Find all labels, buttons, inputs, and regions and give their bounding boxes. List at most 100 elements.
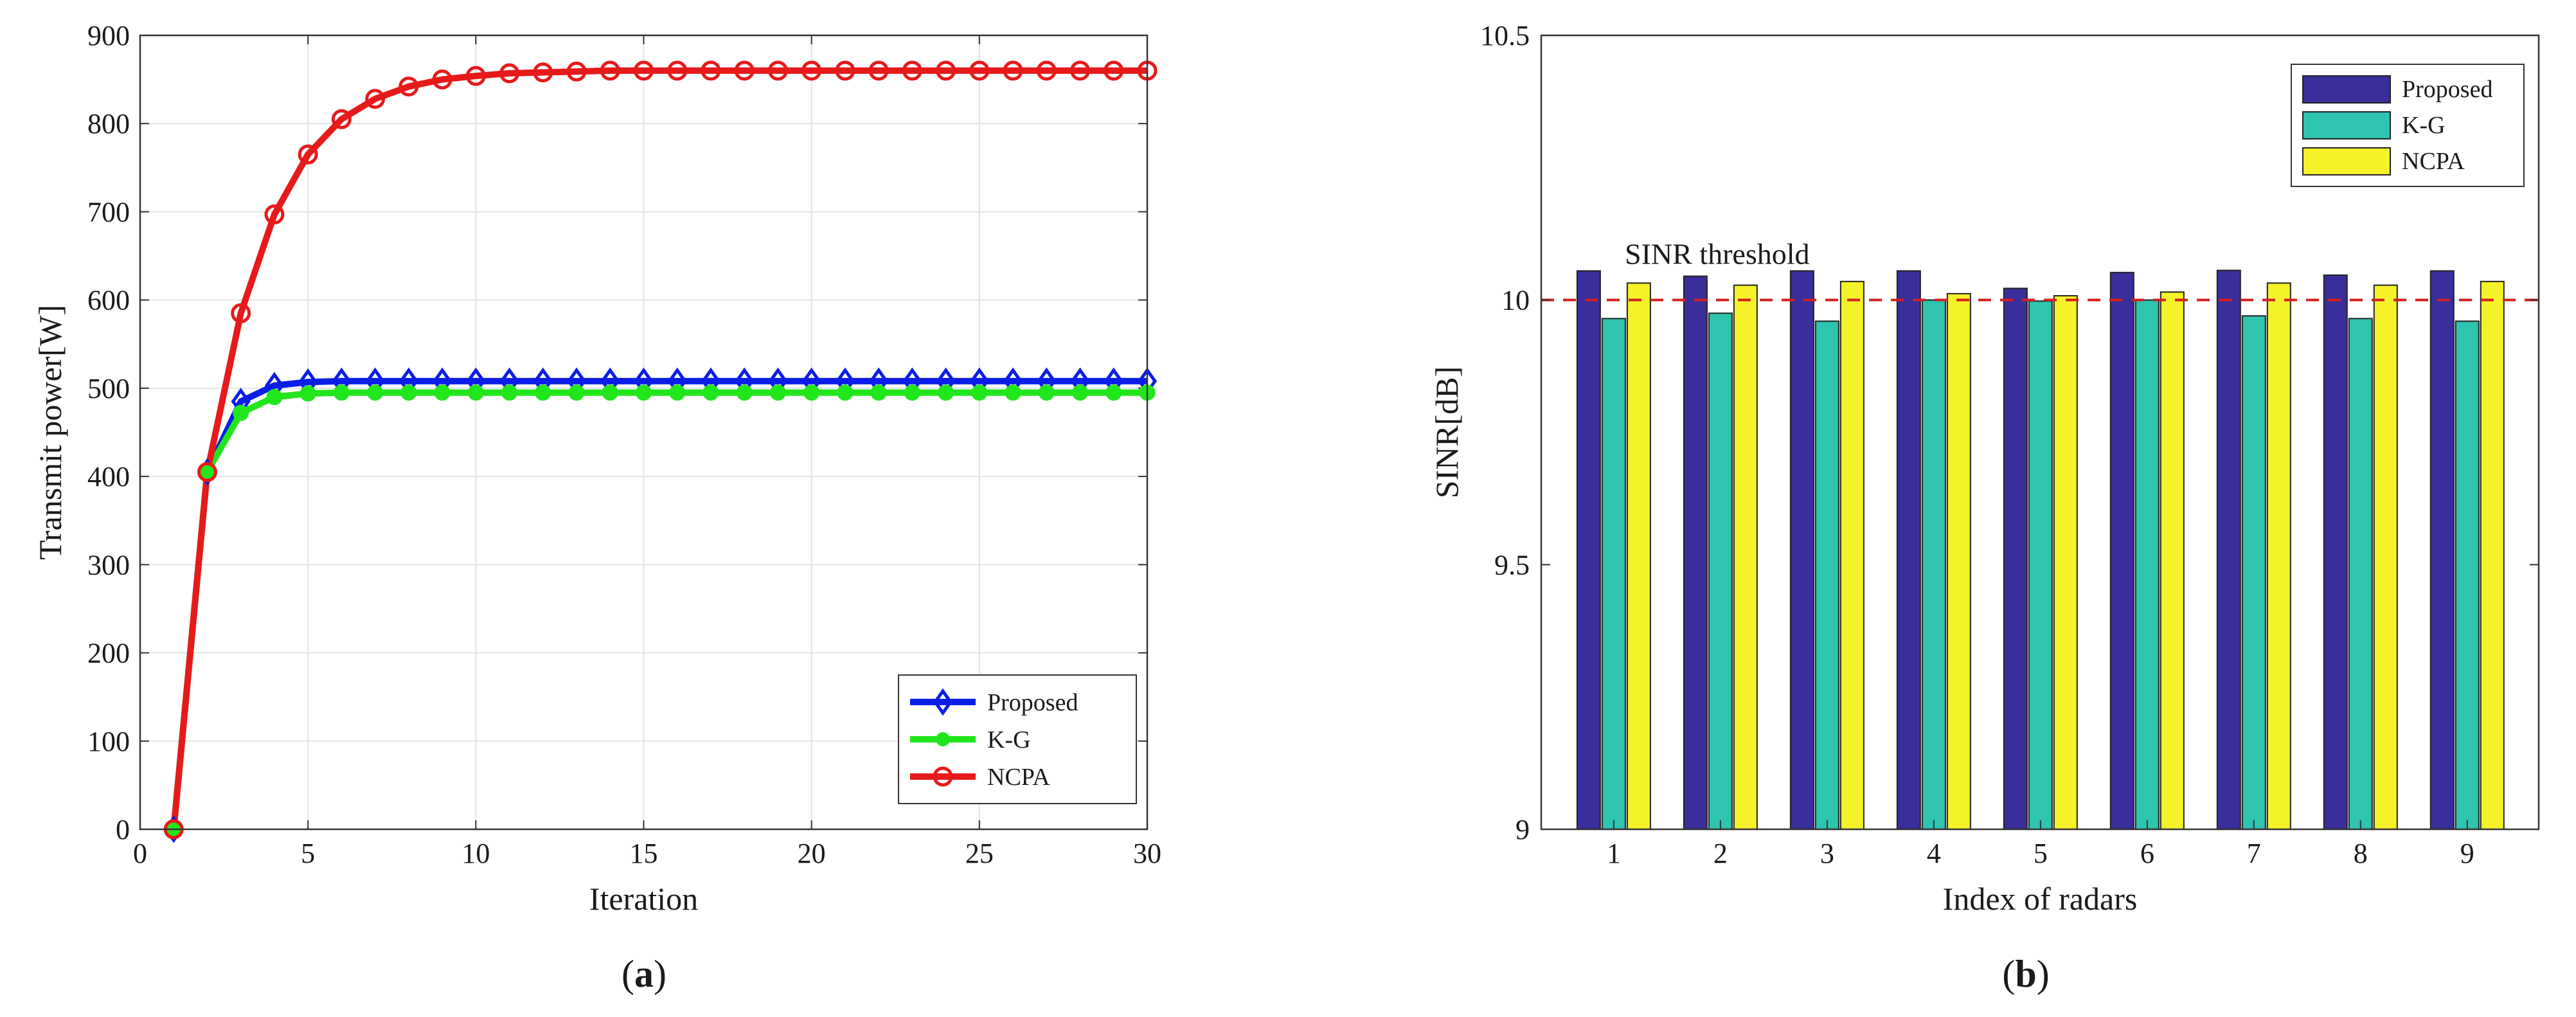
panel-a-line-chart: 0 5 10 15 20 25 300100200300400500600700800900…	[32, 20, 1161, 995]
data-point-ncpa	[767, 60, 788, 81]
x-tick-label: 20	[798, 838, 826, 869]
x-tick-label: 10	[461, 838, 490, 869]
data-point-ncpa	[801, 60, 822, 81]
x-tick-label: 5	[2034, 838, 2048, 869]
y-tick-label: 9.5	[1494, 549, 1530, 580]
data-point-ncpa	[634, 60, 654, 81]
bar-k-g	[2028, 300, 2053, 830]
y-tick-label: 500	[87, 373, 130, 404]
bar-proposed	[1576, 270, 1601, 830]
data-point-k-g	[333, 384, 350, 401]
legend-label-k-g: K-G	[2402, 112, 2446, 139]
data-point-k-g	[1005, 384, 1021, 401]
data-point-ncpa	[734, 60, 755, 81]
data-point-k-g	[669, 384, 686, 401]
bar-ncpa	[2053, 295, 2078, 830]
bar-ncpa	[2480, 280, 2505, 831]
x-axis-label: Index of radars	[1943, 881, 2138, 917]
y-tick-label: 100	[87, 726, 130, 757]
data-point-k-g	[467, 384, 484, 401]
axes-frame-a	[139, 34, 1149, 831]
panel-label-a: (a)	[622, 953, 666, 995]
data-point-ncpa	[533, 62, 553, 83]
legend-swatch-ncpa	[2302, 147, 2391, 176]
data-point-ncpa	[936, 60, 956, 81]
data-point-k-g	[535, 384, 551, 401]
data-point-ncpa	[231, 303, 251, 323]
bar-ncpa	[1626, 282, 1651, 830]
y-tick-label: 800	[87, 108, 130, 140]
bar-ncpa	[2373, 284, 2398, 830]
x-tick-label: 7	[2247, 838, 2261, 869]
threshold-annotation: SINR threshold	[1625, 238, 1810, 271]
data-point-ncpa	[331, 109, 352, 129]
legend-label-proposed: Proposed	[2402, 76, 2492, 103]
data-point-k-g	[266, 389, 283, 406]
x-tick-label: 25	[965, 838, 994, 869]
x-tick-label: 9	[2460, 838, 2474, 869]
x-tick-label: 15	[630, 838, 658, 869]
y-tick-label: 400	[87, 461, 130, 492]
legend-swatch-k-g	[2302, 111, 2391, 140]
bar-ncpa	[1839, 280, 1865, 831]
data-point-k-g	[904, 384, 920, 401]
x-tick-label: 4	[1927, 838, 1941, 869]
legend-label-k-g: K-G	[987, 726, 1031, 753]
panel-b-bar-chart: SINR threshold 1 2 3 4 5 6 7 8 9 9 9.5 10 10.5 Index o…	[1429, 20, 2540, 995]
panel-label-b: (b)	[2002, 953, 2049, 995]
y-axis-label: SINR[dB]	[1429, 366, 1465, 499]
data-point-ncpa	[1104, 60, 1124, 81]
data-point-ncpa	[566, 61, 587, 82]
y-axis-label: Transmit power[W]	[32, 305, 68, 560]
data-point-k-g	[434, 384, 451, 401]
data-point-k-g	[870, 384, 887, 401]
bar-k-g	[1708, 312, 1733, 830]
y-tick-label: 0	[116, 814, 130, 845]
bar-proposed	[1683, 275, 1708, 831]
data-point-ncpa	[667, 60, 688, 81]
y-tick-label: 300	[87, 549, 130, 580]
bar-ncpa	[2160, 291, 2185, 831]
y-tick-label: 700	[87, 196, 130, 228]
data-point-ncpa	[600, 60, 620, 81]
bar-proposed	[1789, 270, 1814, 830]
x-tick-label: 8	[2354, 838, 2368, 869]
legend-label-ncpa: NCPA	[2402, 148, 2465, 175]
data-point-k-g	[837, 384, 854, 401]
data-point-ncpa	[1070, 60, 1091, 81]
bar-proposed	[2216, 269, 2241, 830]
x-tick-label: 2	[1713, 838, 1728, 869]
bar-ncpa	[1946, 292, 1971, 830]
data-point-k-g	[769, 384, 786, 401]
data-point-ncpa	[902, 60, 922, 81]
data-point-ncpa	[365, 89, 386, 109]
bar-ncpa	[2266, 282, 2291, 830]
data-point-ncpa	[298, 144, 318, 165]
data-point-ncpa	[835, 60, 855, 81]
data-point-ncpa	[432, 69, 452, 90]
data-point-k-g	[938, 384, 954, 401]
data-point-ncpa	[398, 76, 419, 97]
legend-label-ncpa: NCPA	[987, 764, 1050, 791]
data-point-ncpa	[868, 60, 889, 81]
data-point-k-g	[1105, 384, 1122, 401]
data-point-ncpa	[969, 60, 990, 81]
bar-k-g	[2348, 318, 2373, 830]
bar-k-g	[2134, 299, 2160, 830]
bar-k-g	[1814, 320, 1839, 831]
data-point-k-g	[702, 384, 719, 401]
bar-k-g	[2241, 315, 2266, 831]
data-point-k-g	[636, 384, 652, 401]
x-tick-label: 3	[1820, 838, 1834, 869]
x-tick-label: 5	[301, 838, 315, 869]
bar-proposed	[1896, 270, 1921, 830]
data-point-k-g	[1072, 384, 1089, 401]
data-point-ncpa	[1003, 60, 1023, 81]
data-point-k-g	[971, 384, 988, 401]
data-point-k-g	[233, 404, 249, 421]
x-tick-label: 6	[2140, 838, 2154, 869]
y-tick-label: 900	[87, 20, 130, 51]
y-tick-label: 10	[1501, 285, 1530, 316]
bar-proposed	[2109, 271, 2134, 830]
